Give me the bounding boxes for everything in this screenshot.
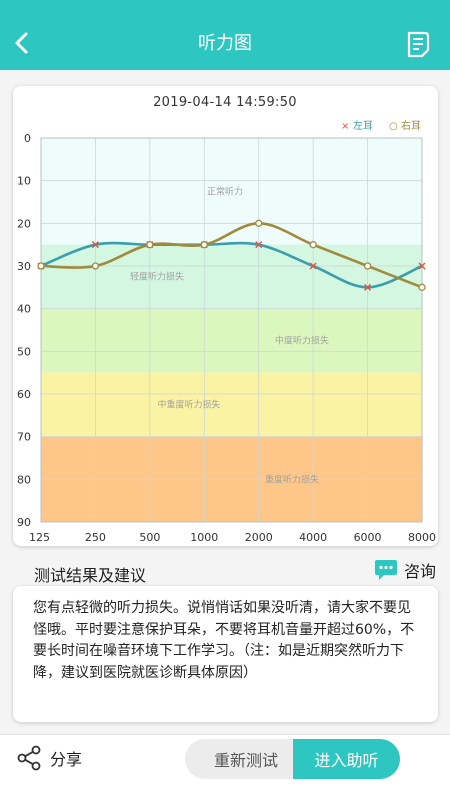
- data-point-left-ear: [309, 262, 317, 270]
- y-tick-label: 70: [17, 431, 31, 444]
- y-tick-label: 20: [17, 217, 31, 230]
- series-line-left-ear: [40, 241, 423, 289]
- y-tick-label: 80: [17, 473, 31, 486]
- zone-label: 轻度听力损失: [130, 271, 184, 283]
- zone-label: 中重度听力损失: [157, 399, 220, 411]
- zone-band: [41, 308, 422, 373]
- y-tick-label: 90: [17, 516, 31, 529]
- x-tick-label: 6000: [354, 531, 382, 544]
- advice-card: 您有点轻微的听力损失。说悄悄话如果没听清，请大家不要见怪哦。平时要注意保护耳朵，…: [13, 586, 438, 722]
- data-point-right-ear: [146, 241, 154, 249]
- data-point-left-ear: [418, 262, 426, 270]
- consult-button[interactable]: 咨询: [374, 558, 436, 582]
- x-tick-label: 2000: [245, 531, 273, 544]
- y-tick-label: 50: [17, 345, 31, 358]
- consult-label: 咨询: [403, 562, 436, 581]
- zone-label: 正常听力: [207, 185, 243, 197]
- y-tick-label: 0: [24, 132, 31, 145]
- plot-border: [40, 137, 423, 523]
- enter-hearing-aid-button[interactable]: 进入助听: [293, 739, 400, 779]
- series-line-right-ear: [40, 222, 423, 289]
- data-point-right-ear: [37, 262, 45, 270]
- advice-text: 您有点轻微的听力损失。说悄悄话如果没听清，请大家不要见怪哦。平时要注意保护耳朵，…: [33, 600, 415, 681]
- page-title: 听力图: [198, 33, 252, 54]
- data-point-right-ear: [309, 241, 317, 249]
- legend-right-ear-marker: ○: [389, 121, 398, 132]
- y-tick-label: 30: [17, 260, 31, 273]
- legend-right-ear-label: 右耳: [401, 119, 421, 132]
- data-point-right-ear: [363, 262, 372, 270]
- y-tick-label: 60: [17, 388, 31, 401]
- x-tick-label: 500: [139, 531, 160, 544]
- x-tick-label: 250: [85, 531, 106, 544]
- x-tick-label: 8000: [408, 531, 436, 544]
- x-tick-label: 125: [29, 531, 50, 544]
- share-icon: [17, 745, 41, 771]
- zone-band: [41, 244, 422, 309]
- retest-button[interactable]: 重新测试: [185, 739, 307, 779]
- results-section-title: 测试结果及建议: [34, 566, 147, 585]
- data-point-left-ear: [255, 241, 263, 249]
- zone-label: 中度听力损失: [275, 335, 329, 347]
- back-arrow-icon[interactable]: [8, 28, 38, 58]
- legend-left-ear-label: 左耳: [353, 119, 373, 132]
- zone-label: 重度听力损失: [265, 473, 319, 485]
- zone-band: [41, 138, 422, 245]
- x-tick-label: 1000: [190, 531, 218, 544]
- share-label: 分享: [50, 750, 83, 769]
- data-point-right-ear: [255, 219, 263, 227]
- x-tick-label: 4000: [299, 531, 327, 544]
- data-point-right-ear: [418, 283, 426, 291]
- bottom-action-bar: 分享 重新测试 进入助听: [0, 734, 450, 800]
- legend-left-ear-marker: ×: [341, 121, 349, 132]
- chat-bubble-icon: [374, 560, 397, 580]
- zone-band: [41, 372, 422, 437]
- y-tick-label: 10: [17, 175, 31, 188]
- y-tick-label: 40: [17, 303, 31, 316]
- share-button[interactable]: 分享: [16, 745, 82, 771]
- document-icon[interactable]: [406, 30, 432, 58]
- data-point-left-ear: [364, 283, 372, 291]
- status-bar: [0, 0, 450, 14]
- data-point-right-ear: [91, 262, 100, 270]
- top-nav-bar: 听力图: [0, 14, 450, 70]
- data-point-left-ear: [91, 241, 99, 249]
- data-point-right-ear: [200, 241, 208, 249]
- test-datetime: 2019-04-14 14:59:50: [153, 95, 297, 110]
